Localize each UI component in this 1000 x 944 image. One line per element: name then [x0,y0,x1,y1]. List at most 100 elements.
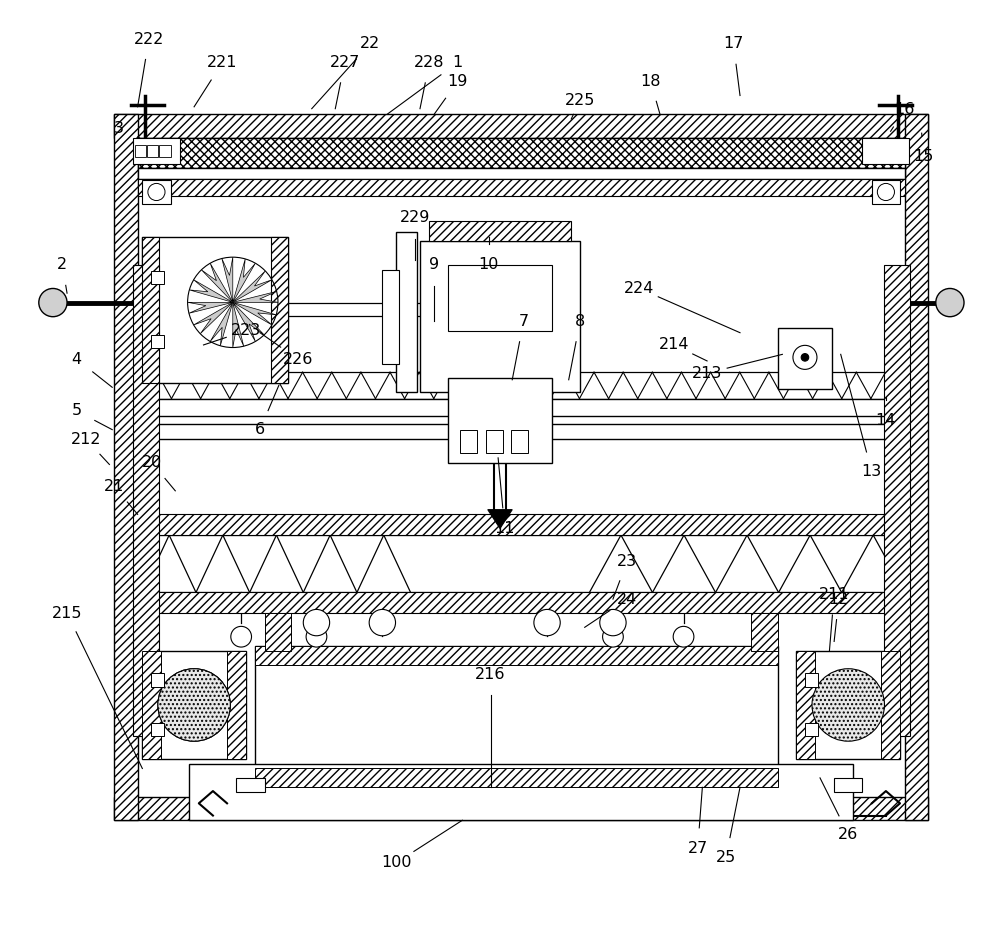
Text: 11: 11 [494,521,515,536]
Bar [114,114,928,138]
Bar [138,424,905,439]
Bar [159,145,171,157]
Circle shape [303,610,330,635]
Text: 13: 13 [862,464,882,480]
Bar [881,650,900,759]
Circle shape [158,668,230,741]
Polygon shape [233,292,278,302]
Bar [142,237,159,382]
Bar [429,221,571,242]
Circle shape [936,289,964,316]
Bar [872,180,900,204]
Polygon shape [188,302,233,313]
Text: 227: 227 [330,55,360,70]
Circle shape [534,610,560,635]
Bar [460,430,477,453]
Text: 17: 17 [723,36,744,51]
Bar [142,650,246,759]
Circle shape [369,610,396,635]
Bar [255,646,778,665]
Bar [138,168,905,179]
Bar [255,768,778,787]
Bar [151,271,164,284]
Polygon shape [488,510,512,529]
Text: 211: 211 [819,587,849,602]
Polygon shape [233,302,244,347]
Text: 222: 222 [134,31,164,46]
Text: 228: 228 [414,55,445,70]
Text: 214: 214 [659,337,689,352]
Polygon shape [233,302,264,342]
Text: 21: 21 [104,479,124,494]
Bar [151,335,164,348]
Text: 7: 7 [518,314,529,329]
Bar [138,138,905,168]
Text: 212: 212 [71,431,101,447]
Text: 3: 3 [114,121,124,136]
Polygon shape [194,302,233,334]
Circle shape [39,289,67,316]
Bar [862,138,909,164]
Text: 15: 15 [913,149,934,164]
Bar [396,232,417,392]
Bar [114,114,138,820]
Bar [382,270,399,363]
Bar [751,614,778,650]
Text: 1: 1 [453,55,463,70]
Bar [271,237,288,382]
Polygon shape [189,279,233,302]
Bar [834,778,862,792]
Bar [227,650,246,759]
Bar [796,650,815,759]
Text: 223: 223 [231,323,261,338]
Text: 216: 216 [475,666,506,682]
Text: 19: 19 [447,74,468,89]
Bar [805,673,818,686]
Bar [133,265,159,735]
Bar [236,778,265,792]
Text: 226: 226 [282,351,313,366]
Bar [114,797,928,820]
Text: 221: 221 [207,55,238,70]
Text: 27: 27 [688,841,708,856]
Text: 225: 225 [565,93,595,108]
Text: 18: 18 [640,74,661,89]
Bar [142,650,161,759]
Bar [420,242,580,392]
Text: 24: 24 [617,592,637,607]
Bar [255,646,778,787]
Bar [448,265,552,330]
Text: 5: 5 [71,403,82,418]
Text: 20: 20 [142,455,162,470]
Bar [511,430,528,453]
Polygon shape [233,259,255,302]
Bar [138,514,905,535]
Bar [778,328,832,389]
Text: 224: 224 [624,281,654,296]
Circle shape [801,354,809,362]
Text: 4: 4 [71,351,82,366]
Bar [884,265,910,735]
Polygon shape [233,271,272,302]
Bar [486,430,503,453]
Circle shape [158,668,230,741]
Bar [138,398,905,415]
Text: 25: 25 [716,851,736,866]
Text: 22: 22 [360,36,380,51]
Polygon shape [233,302,276,325]
Text: 2: 2 [57,258,67,273]
Text: 8: 8 [575,314,585,329]
Circle shape [306,627,327,647]
Text: 100: 100 [381,855,412,870]
Circle shape [600,610,626,635]
Bar [448,378,552,463]
Bar [142,180,171,204]
Bar [138,179,905,196]
Text: 9: 9 [429,258,439,273]
Text: 12: 12 [829,592,849,607]
Bar [151,673,164,686]
Text: 10: 10 [479,258,499,273]
Text: 23: 23 [617,554,637,569]
Bar [805,723,818,736]
Bar [265,614,291,650]
